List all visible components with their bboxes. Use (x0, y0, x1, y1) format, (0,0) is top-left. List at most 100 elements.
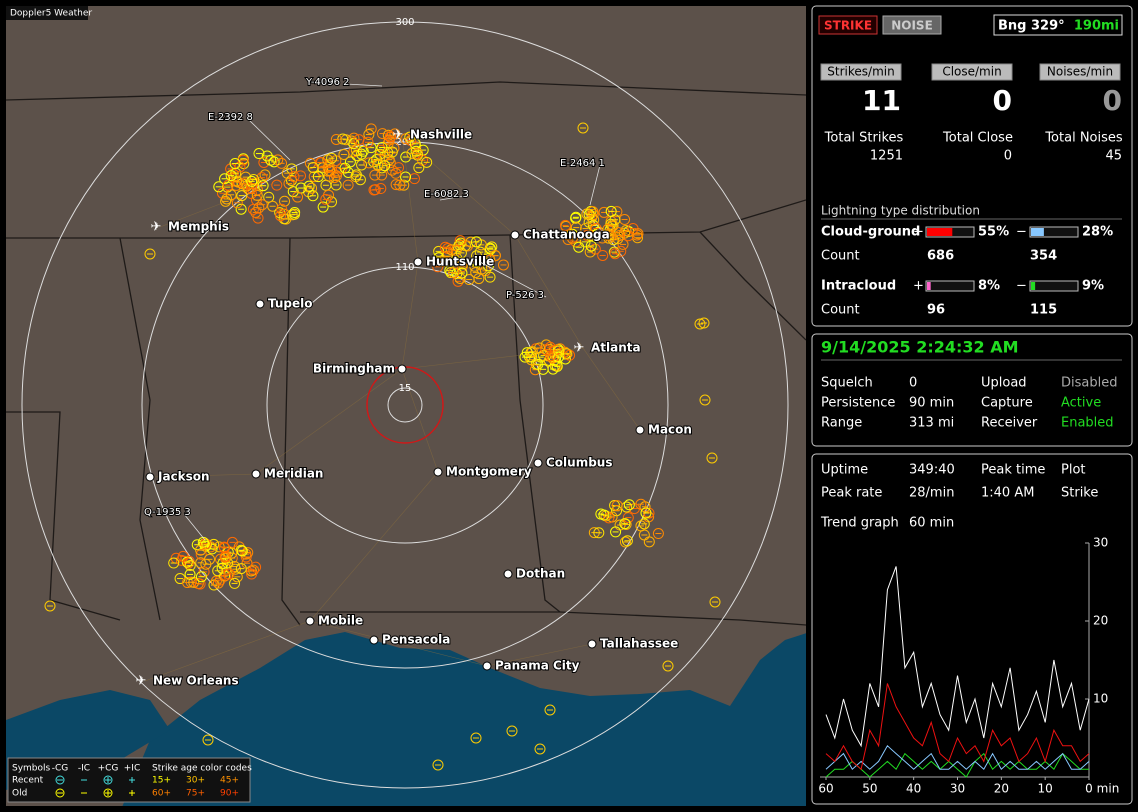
x-tick-label: 60 (818, 782, 833, 796)
strike (306, 182, 318, 194)
city-label: Tupelo (268, 297, 313, 311)
city-dot (510, 230, 520, 240)
strike (201, 539, 213, 551)
rate-value: 0 (993, 84, 1012, 117)
strike (662, 660, 674, 672)
rate-value: 0 (1103, 84, 1122, 117)
dist-bar (1031, 282, 1036, 290)
city-dot (255, 299, 265, 309)
rate-value: 11 (862, 84, 901, 117)
strike (317, 201, 329, 213)
datetime: 9/14/2025 2:24:32 AM (821, 338, 1019, 357)
x-axis-label: min (1097, 782, 1120, 796)
legend-symbol (103, 788, 113, 798)
dist-sign: − (1016, 279, 1027, 294)
setting-label: Squelch (821, 376, 873, 391)
y-tick-label: 10 (1093, 692, 1108, 706)
x-tick-label: 50 (862, 782, 877, 796)
legend-age: 45+ (220, 776, 239, 786)
strike (400, 171, 412, 183)
strike (698, 317, 710, 329)
range-rings: 300 205 110 15 (21, 17, 789, 789)
strike (385, 131, 397, 143)
city-dot (413, 257, 423, 267)
city-label: Nashville (410, 128, 472, 142)
strike (581, 208, 593, 220)
stat-value: 60 min (909, 516, 954, 531)
strike-label: Y-4096 2 (305, 77, 350, 88)
strike (376, 141, 388, 153)
legend-symbol-type: +CG (98, 764, 119, 774)
legend-row: Old (12, 789, 27, 799)
strike (212, 577, 224, 589)
rate-label: Close/min (942, 65, 1001, 79)
y-tick-label: 30 (1093, 536, 1108, 550)
strike (195, 571, 207, 583)
strike (356, 159, 368, 171)
strike (218, 541, 230, 553)
strike (251, 189, 263, 201)
total-label: Total Noises (1044, 131, 1123, 146)
strike (474, 246, 486, 258)
strike (573, 241, 585, 253)
strike (223, 568, 235, 580)
strike (635, 520, 647, 532)
strike (240, 171, 252, 183)
city-label: Panama City (495, 659, 580, 673)
strike (252, 212, 264, 224)
legend-header: Symbols (12, 764, 51, 774)
strike (168, 557, 180, 569)
trend-line (825, 683, 1090, 771)
stats-panel (811, 5, 1133, 327)
setting-value: Active (1061, 396, 1101, 411)
rate-button[interactable] (931, 63, 1013, 81)
range-ring (266, 266, 544, 544)
strike (181, 556, 193, 568)
strike-link (345, 83, 383, 87)
strike (590, 222, 602, 234)
setting-value: 90 min (909, 396, 954, 411)
strike (393, 162, 405, 174)
strikes (44, 122, 721, 771)
noise-button[interactable] (882, 15, 942, 35)
strike-button-label: STRIKE (824, 19, 872, 33)
setting-label: Range (821, 416, 862, 431)
strike (350, 144, 362, 156)
strike (408, 173, 420, 185)
title-bar (6, 6, 88, 20)
strike (229, 561, 241, 573)
total-value: 0 (1004, 149, 1012, 164)
strike-link (439, 195, 465, 201)
strike-link (247, 118, 291, 161)
strike (226, 547, 238, 559)
strike (699, 394, 711, 406)
strike (506, 725, 518, 737)
strike (219, 173, 231, 185)
strike (292, 191, 304, 203)
strike (631, 229, 643, 241)
strike (195, 548, 207, 560)
strike (489, 250, 501, 262)
x-tick-label: 40 (906, 782, 921, 796)
strike (445, 244, 457, 256)
strike (253, 148, 265, 160)
strike (552, 351, 564, 363)
range-ring (387, 387, 423, 423)
settings-panel (811, 333, 1133, 447)
dist-percent: 55% (978, 225, 1009, 240)
strike-button[interactable] (818, 15, 878, 35)
dist-count: 686 (927, 249, 954, 264)
rate-button[interactable] (1039, 63, 1121, 81)
strike (623, 499, 635, 511)
strike (229, 577, 241, 589)
strike (376, 128, 388, 140)
strike (195, 544, 207, 556)
strike (320, 193, 332, 205)
strike (271, 179, 283, 191)
strike (497, 259, 509, 271)
city-label: Montgomery (446, 465, 532, 479)
dist-sign: − (1016, 225, 1027, 240)
rate-button[interactable] (820, 63, 902, 81)
strike (706, 452, 718, 464)
city-dot (635, 425, 645, 435)
